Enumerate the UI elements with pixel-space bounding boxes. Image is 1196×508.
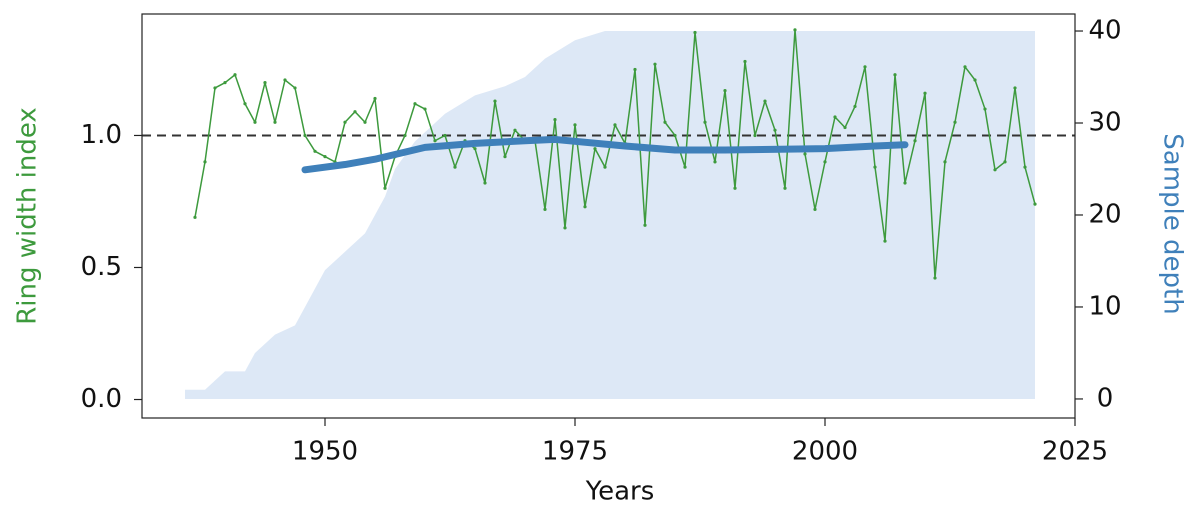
point	[873, 165, 877, 169]
point	[903, 181, 907, 185]
y2-tick-label: 40	[1088, 16, 1121, 46]
point	[663, 120, 667, 124]
point	[853, 104, 857, 109]
point	[413, 102, 417, 106]
point	[743, 59, 747, 64]
point	[423, 107, 427, 111]
series-line	[301, 135, 909, 174]
point	[893, 73, 897, 77]
point	[723, 88, 727, 93]
point	[703, 120, 707, 124]
point	[453, 165, 457, 169]
point	[633, 67, 637, 72]
point	[353, 110, 357, 114]
point	[513, 128, 517, 132]
y-tick-label: 0.5	[81, 252, 122, 282]
y2-axis-label: Sample depth	[1158, 133, 1188, 314]
y2-tick-label: 20	[1088, 199, 1121, 229]
point	[323, 154, 327, 159]
point	[1003, 160, 1007, 164]
point	[833, 115, 837, 119]
y-tick-label: 0.0	[81, 384, 122, 414]
point	[563, 226, 567, 230]
point	[553, 118, 557, 122]
y2-tick-label: 0	[1097, 383, 1114, 413]
point	[803, 152, 807, 156]
point	[823, 160, 827, 164]
y2-tick-label: 30	[1088, 108, 1121, 138]
point	[643, 223, 647, 227]
y-tick-label: 1.0	[81, 120, 122, 150]
point	[983, 107, 987, 111]
point	[573, 123, 577, 127]
x-tick-label: 2025	[1042, 437, 1108, 467]
y-axis-label: Ring width index	[13, 107, 43, 325]
point	[233, 73, 237, 77]
point	[773, 128, 777, 132]
point	[263, 81, 267, 85]
plot-frame	[141, 13, 1076, 419]
point	[763, 99, 767, 103]
point	[483, 181, 487, 185]
point	[613, 123, 617, 127]
point	[883, 239, 887, 243]
point	[343, 120, 347, 124]
point	[1033, 202, 1037, 206]
point	[193, 215, 197, 219]
point	[313, 149, 317, 153]
point	[283, 78, 287, 82]
point	[583, 205, 587, 209]
point	[813, 207, 817, 211]
point	[953, 120, 957, 124]
point	[273, 120, 277, 124]
point	[503, 154, 507, 159]
x-axis-label: Years	[585, 477, 655, 507]
point	[973, 78, 977, 82]
point	[933, 276, 937, 280]
point	[593, 147, 597, 151]
point	[1023, 165, 1027, 169]
point	[363, 120, 367, 124]
point	[473, 147, 477, 151]
point	[713, 160, 717, 164]
point	[493, 99, 497, 103]
point	[403, 133, 407, 138]
point	[253, 120, 257, 124]
point	[693, 30, 697, 35]
point	[373, 96, 377, 101]
sample-depth-area	[185, 31, 1035, 399]
point	[913, 139, 917, 143]
point	[383, 186, 387, 190]
point	[993, 168, 997, 172]
point	[603, 165, 607, 169]
point	[963, 65, 967, 69]
point	[303, 133, 307, 138]
point	[843, 125, 847, 130]
point	[443, 133, 447, 138]
point	[653, 62, 657, 66]
point	[753, 133, 757, 138]
point	[793, 28, 797, 32]
point	[293, 86, 297, 90]
point	[243, 102, 247, 106]
point	[543, 207, 547, 211]
y2-tick-label: 10	[1088, 291, 1121, 321]
point	[433, 139, 437, 143]
point	[203, 160, 207, 164]
x-tick-label: 1950	[292, 437, 358, 467]
point	[683, 165, 687, 169]
x-tick-label: 2000	[792, 437, 858, 467]
point	[783, 186, 787, 190]
point	[923, 91, 927, 95]
x-tick-label: 1975	[542, 437, 608, 467]
point	[863, 65, 867, 69]
point	[733, 186, 737, 190]
point	[223, 81, 227, 85]
point	[213, 86, 217, 90]
point	[1013, 86, 1017, 90]
point	[943, 160, 947, 164]
point	[673, 133, 677, 138]
